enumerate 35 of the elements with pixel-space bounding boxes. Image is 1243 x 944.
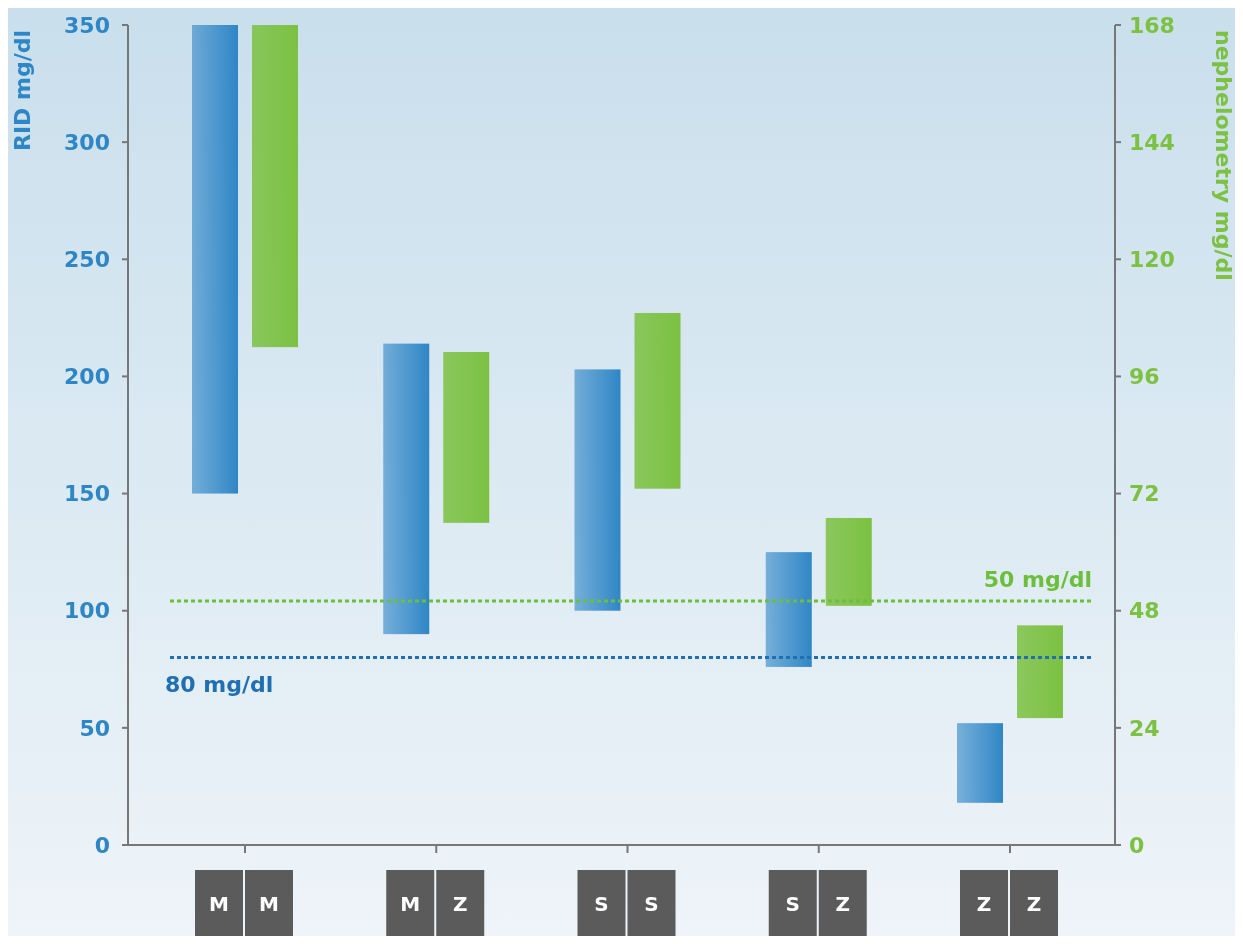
bar (192, 25, 238, 494)
category-label: Z Z (976, 892, 1042, 916)
y2-tick-label: 48 (1129, 598, 1160, 624)
y-tick-label: 0 (94, 832, 110, 858)
bar (252, 25, 298, 348)
y2-tick-label: 96 (1129, 364, 1160, 390)
y-tick-label: 250 (64, 246, 110, 272)
y-axis-title: RID mg/dl (10, 30, 35, 152)
y2-tick-label: 120 (1129, 246, 1175, 272)
y-tick-label: 100 (64, 598, 110, 624)
y2-tick-label: 144 (1129, 129, 1175, 155)
y-tick-label: 150 (64, 481, 110, 507)
y-tick-label: 50 (79, 715, 110, 741)
y2-tick-label: 0 (1129, 832, 1145, 858)
bar (634, 312, 681, 489)
bar (383, 343, 430, 635)
y-tick-label: 350 (64, 12, 110, 38)
bar (765, 552, 812, 667)
category-label: M Z (400, 892, 468, 916)
bar (825, 517, 872, 606)
ref-line-label: 50 mg/dl (983, 566, 1092, 592)
bar (957, 723, 1003, 803)
y-tick-label: 200 (64, 364, 110, 390)
category-label: S Z (785, 892, 851, 916)
ref-line-label: 80 mg/dl (165, 671, 274, 697)
y-tick-label: 300 (64, 129, 110, 155)
y2-tick-label: 168 (1129, 12, 1175, 38)
bar (574, 369, 621, 611)
bar (443, 352, 490, 523)
category-label: S S (594, 892, 659, 916)
bar (1017, 625, 1063, 719)
y2-tick-label: 72 (1129, 481, 1160, 507)
y2-axis-title: nephelometry mg/dl (1211, 30, 1236, 281)
y2-tick-label: 24 (1129, 715, 1160, 741)
category-label: M M (209, 892, 279, 916)
